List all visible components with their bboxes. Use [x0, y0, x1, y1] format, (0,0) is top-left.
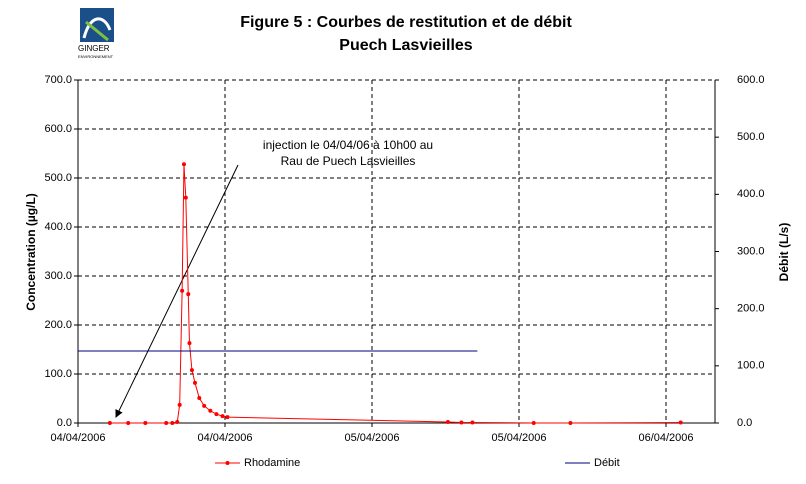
chart-subtitle: Puech Lasvieilles	[339, 37, 473, 54]
y-tick-label: 100.0	[44, 368, 72, 380]
x-tick-label: 04/04/2006	[197, 432, 252, 444]
y2-tick-label: 400.0	[737, 188, 765, 200]
legend-marker	[225, 461, 230, 465]
logo: GINGER ENVIRONNEMENT	[78, 8, 114, 59]
logo-text: GINGER	[78, 44, 110, 53]
y2-axis-title: Débit (L/s)	[777, 223, 791, 282]
y-tick-label: 700.0	[44, 74, 72, 86]
data-point	[568, 421, 573, 425]
data-point	[143, 421, 148, 425]
data-point	[214, 412, 219, 417]
legend-label: Rhodamine	[244, 457, 300, 469]
y-tick-label: 300.0	[44, 270, 72, 282]
data-point	[175, 420, 180, 425]
y-tick-label: 200.0	[44, 319, 72, 331]
x-tick-label: 05/04/2006	[344, 432, 399, 444]
data-point	[208, 408, 213, 413]
logo-text: ENVIRONNEMENT	[78, 54, 114, 59]
legend-label: Débit	[594, 457, 620, 469]
x-tick-label: 05/04/2006	[491, 432, 546, 444]
data-point	[225, 415, 230, 420]
data-point	[678, 420, 683, 425]
data-point	[202, 403, 207, 408]
y-tick-label: 600.0	[44, 123, 72, 135]
y-tick-label: 400.0	[44, 221, 72, 233]
data-point	[107, 421, 112, 425]
data-point	[170, 421, 175, 425]
annotation-arrow	[115, 164, 239, 418]
x-tick-label: 04/04/2006	[50, 432, 105, 444]
y2-tick-label: 100.0	[737, 360, 765, 372]
plot-border	[77, 80, 716, 424]
logo-swoosh	[82, 17, 112, 39]
x-tick-label: 06/04/2006	[638, 432, 693, 444]
data-point	[470, 420, 475, 425]
data-point	[164, 421, 169, 425]
y2-tick-label: 600.0	[737, 74, 765, 86]
data-point	[181, 162, 186, 167]
data-point	[459, 420, 464, 425]
data-point	[177, 402, 182, 407]
y-axis-title: Concentration (µg/L)	[24, 193, 38, 311]
y2-tick-label: 200.0	[737, 303, 765, 315]
data-point	[220, 414, 225, 419]
data-point	[187, 341, 192, 346]
logo-swoosh	[85, 20, 109, 42]
data-point	[197, 396, 202, 401]
data-point	[186, 292, 191, 297]
data-point	[126, 421, 131, 425]
y2-tick-label: 300.0	[737, 245, 765, 257]
data-point	[531, 421, 536, 425]
y-tick-label: 0.0	[57, 417, 72, 429]
data-point	[445, 420, 450, 425]
y2-tick-label: 500.0	[737, 131, 765, 143]
annotation: Rau de Puech Lasvieilles	[281, 154, 416, 168]
data-point	[189, 368, 194, 373]
annotation: injection le 04/04/06 à 10h00 au	[263, 138, 433, 152]
chart-title: Figure 5 : Courbes de restitution et de …	[240, 14, 572, 31]
data-point	[183, 195, 188, 200]
y-tick-label: 500.0	[44, 172, 72, 184]
data-point	[180, 288, 185, 293]
y2-tick-label: 0.0	[737, 417, 752, 429]
data-point	[192, 380, 197, 385]
